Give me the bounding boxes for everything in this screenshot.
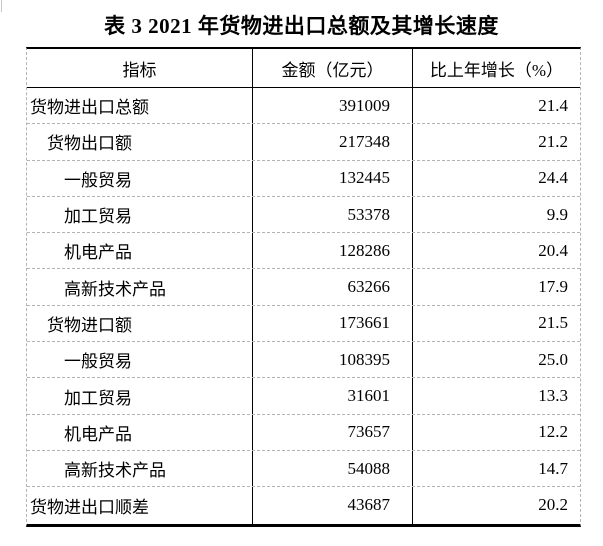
growth-cell: 20.2	[538, 495, 568, 515]
growth-cell: 25.0	[538, 349, 568, 369]
table-row: 加工贸易 31601 13.3	[27, 378, 580, 415]
growth-cell: 14.7	[538, 458, 568, 478]
page-edge-artifact	[1, 0, 2, 12]
indicator-cell: 货物进口额	[27, 305, 253, 342]
table-header-row: 指标 金额（亿元） 比上年增长（%）	[27, 49, 580, 88]
table-row: 一般贸易 108395 25.0	[27, 342, 580, 379]
amount-cell: 391009	[253, 88, 413, 124]
indicator-cell: 货物进出口顺差	[27, 487, 253, 524]
amount-cell: 132445	[253, 160, 413, 196]
import-export-table: 指标 金额（亿元） 比上年增长（%） 货物进出口总额 391009 21.4 货物出口…	[26, 47, 581, 527]
table-row: 一般贸易 132445 24.4	[27, 160, 580, 197]
growth-cell: 12.2	[538, 422, 568, 442]
indicator-cell: 一般贸易	[27, 342, 253, 378]
indicator-cell: 机电产品	[27, 414, 253, 450]
amount-cell: 173661	[253, 305, 413, 342]
growth-cell: 21.4	[538, 95, 568, 115]
amount-cell: 54088	[253, 450, 413, 487]
amount-cell: 53378	[253, 196, 413, 233]
table-row: 高新技术产品 63266 17.9	[27, 269, 580, 306]
amount-cell: 217348	[253, 124, 413, 160]
table-row: 高新技术产品 54088 14.7	[27, 450, 580, 488]
indicator-cell: 货物出口额	[27, 124, 253, 160]
header-cell-amount: 金额（亿元）	[253, 49, 413, 87]
growth-cell: 17.9	[538, 277, 568, 297]
growth-cell: 9.9	[546, 204, 568, 224]
amount-cell: 73657	[253, 414, 413, 450]
table-body: 货物进出口总额 391009 21.4 货物出口额 217348 21.2 一般贸易 1324…	[27, 88, 580, 524]
table-row: 货物进出口顺差 43687 20.2	[27, 487, 580, 524]
table-row: 机电产品 128286 20.4	[27, 233, 580, 270]
header-cell-growth: 比上年增长（%）	[429, 60, 564, 80]
indicator-cell: 高新技术产品	[27, 450, 253, 487]
header-cell-indicator: 指标	[27, 49, 253, 87]
growth-cell: 24.4	[538, 168, 568, 188]
growth-cell: 21.2	[538, 131, 568, 151]
indicator-cell: 加工贸易	[27, 378, 253, 414]
table-row: 加工贸易 53378 9.9	[27, 196, 580, 234]
table-row: 机电产品 73657 12.2	[27, 414, 580, 451]
growth-cell: 13.3	[538, 386, 568, 406]
table-row: 货物出口额 217348 21.2	[27, 124, 580, 161]
indicator-cell: 高新技术产品	[27, 269, 253, 305]
amount-cell: 31601	[253, 378, 413, 414]
indicator-cell: 一般贸易	[27, 160, 253, 196]
growth-cell: 20.4	[538, 240, 568, 260]
table-row: 货物进口额 173661 21.5	[27, 305, 580, 343]
growth-cell: 21.5	[538, 313, 568, 333]
table-title: 表 3 2021 年货物进出口总额及其增长速度	[104, 14, 499, 38]
amount-cell: 63266	[253, 269, 413, 305]
amount-cell: 43687	[253, 487, 413, 524]
indicator-cell: 货物进出口总额	[27, 88, 253, 124]
indicator-cell: 加工贸易	[27, 196, 253, 233]
table-row: 货物进出口总额 391009 21.4	[27, 88, 580, 125]
amount-cell: 128286	[253, 233, 413, 269]
amount-cell: 108395	[253, 342, 413, 378]
indicator-cell: 机电产品	[27, 233, 253, 269]
